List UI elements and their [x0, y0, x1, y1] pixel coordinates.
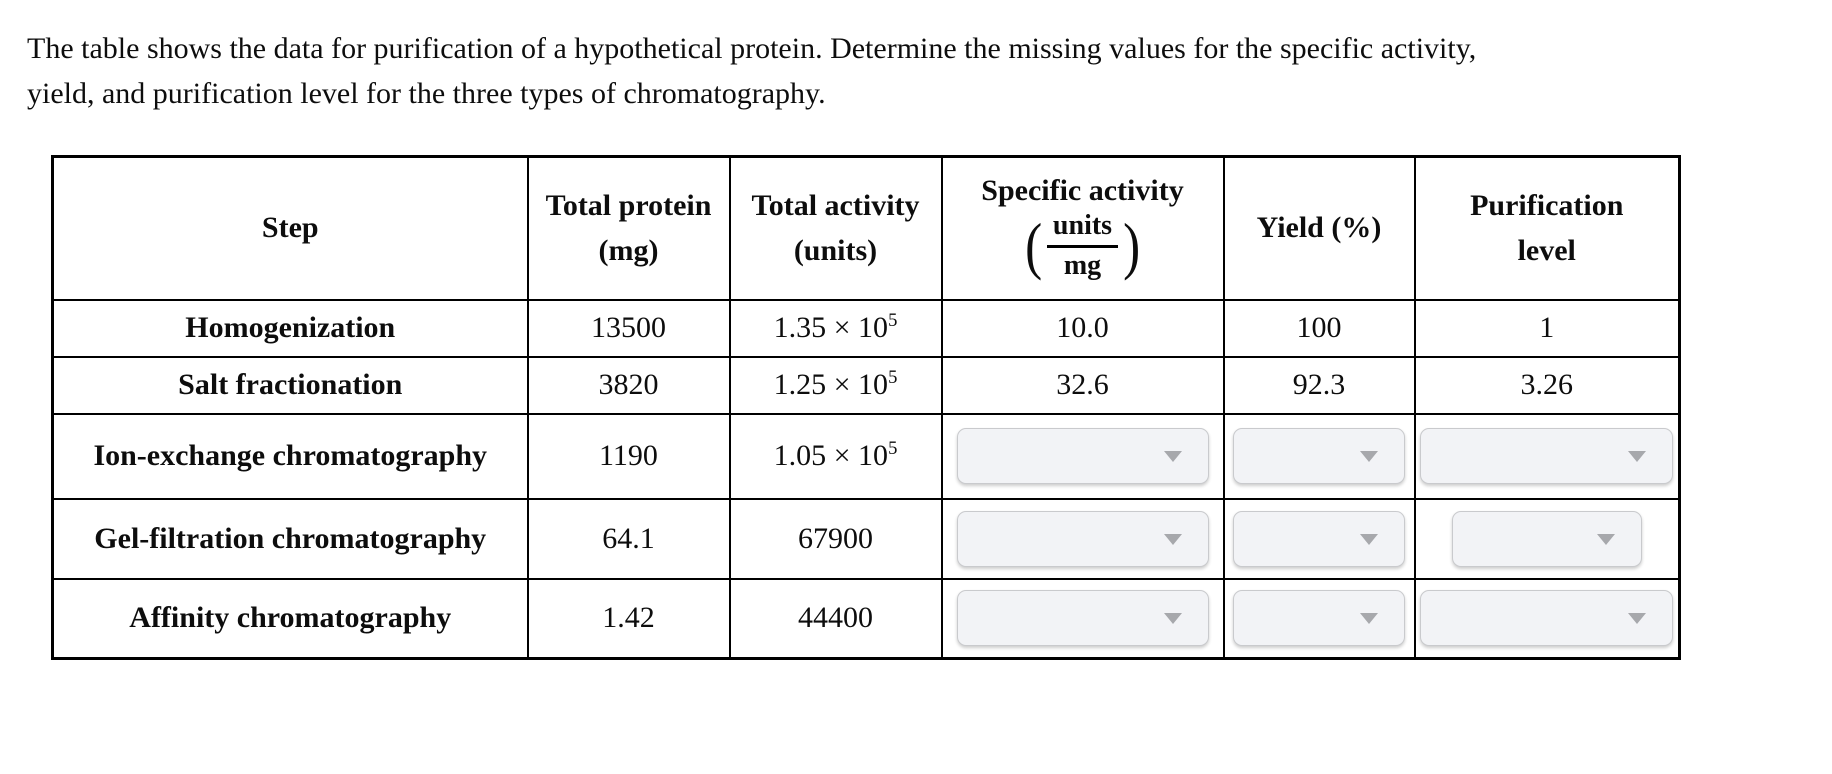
total-activity-base: 44400: [798, 601, 873, 635]
yield-value: 92.3: [1222, 355, 1416, 415]
table-header-row: Step Total protein (mg) Total activity (…: [51, 155, 1681, 301]
total-protein-value: 13500: [526, 298, 731, 358]
col-header-purification: Purification level: [1413, 155, 1681, 301]
specific-activity-fraction: ( units mg ): [1023, 210, 1143, 282]
question-text-line1: The table shows the data for purificatio…: [27, 32, 1477, 65]
specific-activity-cell: [940, 412, 1225, 500]
specific-activity-value: 10.0: [940, 298, 1225, 358]
total-activity-exponent: 5: [888, 438, 898, 459]
total-activity-unit: (units): [793, 233, 878, 267]
col-header-specific-activity: Specific activity ( units mg ): [940, 155, 1225, 301]
step-name: Affinity chromatography: [51, 577, 529, 660]
col-header-total-activity: Total activity (units): [728, 155, 943, 301]
purification-cell: [1413, 412, 1681, 500]
purification-level-dropdown[interactable]: [1451, 510, 1642, 567]
chevron-down-icon: [1596, 533, 1615, 545]
yield-value: 100: [1222, 298, 1416, 358]
yield-cell: [1222, 577, 1416, 660]
table-row: Affinity chromatography 1.42 44400: [51, 577, 1681, 660]
specific-activity-cell: [940, 497, 1225, 580]
total-activity-exponent: 5: [888, 367, 898, 388]
total-activity-base: 67900: [798, 521, 873, 555]
total-protein-unit: (mg): [598, 233, 659, 267]
chevron-down-icon: [1360, 533, 1378, 545]
yield-cell: [1222, 497, 1416, 580]
purification-level-dropdown[interactable]: [1420, 590, 1674, 647]
fraction-denominator: mg: [1063, 250, 1102, 282]
specific-activity-cell: [940, 577, 1225, 660]
specific-activity-value: 32.6: [940, 355, 1225, 415]
chevron-down-icon: [1163, 451, 1182, 462]
total-activity-value: 67900: [728, 497, 943, 580]
question-text-line2: yield, and purification level for the th…: [27, 77, 826, 110]
total-activity-base: 1.25 × 10: [773, 368, 889, 401]
step-name: Salt fractionation: [51, 355, 529, 415]
col-header-total-protein: Total protein (mg): [526, 155, 731, 301]
table-row: Homogenization 13500 1.35 × 105 10.0 100…: [51, 298, 1681, 358]
yield-label: Yield (%): [1256, 211, 1382, 245]
col-header-step-label: Step: [261, 211, 319, 245]
specific-activity-dropdown[interactable]: [956, 590, 1209, 647]
yield-dropdown[interactable]: [1233, 428, 1405, 484]
total-activity-exponent: 5: [888, 310, 898, 331]
table-row: Gel-filtration chromatography 64.1 67900: [51, 497, 1681, 580]
purification-cell: [1413, 497, 1681, 580]
purification-level-value: 3.26: [1413, 355, 1681, 415]
total-activity-value: 1.35 × 105: [728, 298, 943, 358]
total-protein-value: 3820: [526, 355, 731, 415]
step-name: Homogenization: [51, 298, 529, 358]
col-header-yield: Yield (%): [1222, 155, 1416, 301]
yield-dropdown[interactable]: [1233, 590, 1405, 647]
total-activity-base: 1.35 × 10: [773, 311, 889, 344]
chevron-down-icon: [1163, 533, 1182, 545]
chevron-down-icon: [1360, 451, 1378, 462]
specific-activity-label: Specific activity: [981, 174, 1184, 208]
purification-level-dropdown[interactable]: [1420, 428, 1674, 484]
total-activity-value: 1.25 × 105: [728, 355, 943, 415]
total-protein-value: 1.42: [526, 577, 731, 660]
table-row: Ion-exchange chromatography 1190 1.05 × …: [51, 412, 1681, 500]
col-header-step: Step: [51, 155, 529, 301]
total-activity-label: Total activity: [751, 188, 920, 222]
total-activity-value: 44400: [728, 577, 943, 660]
purification-level-value: 1: [1413, 298, 1681, 358]
chevron-down-icon: [1360, 613, 1378, 625]
purification-cell: [1413, 577, 1681, 660]
step-name: Gel-filtration chromatography: [51, 497, 529, 580]
question-text: The table shows the data for purificatio…: [27, 26, 1476, 116]
total-protein-value: 1190: [526, 412, 731, 500]
yield-dropdown[interactable]: [1233, 510, 1405, 567]
total-protein-label: Total protein: [545, 188, 712, 222]
step-name: Ion-exchange chromatography: [51, 412, 529, 500]
total-activity-base: 1.05 × 10: [773, 439, 889, 472]
purification-label: Purification: [1470, 188, 1624, 222]
right-paren: ): [1123, 210, 1141, 282]
specific-activity-dropdown[interactable]: [956, 510, 1209, 567]
total-protein-value: 64.1: [526, 497, 731, 580]
purification-table: Step Total protein (mg) Total activity (…: [51, 155, 1681, 660]
specific-activity-dropdown[interactable]: [956, 428, 1209, 484]
chevron-down-icon: [1628, 613, 1647, 625]
chevron-down-icon: [1628, 451, 1647, 462]
fraction-numerator: units: [1046, 210, 1119, 249]
total-activity-value: 1.05 × 105: [728, 412, 943, 500]
left-paren: (: [1024, 210, 1042, 282]
yield-cell: [1222, 412, 1416, 500]
table-row: Salt fractionation 3820 1.25 × 105 32.6 …: [51, 355, 1681, 415]
purification-label-line2: level: [1517, 233, 1576, 267]
chevron-down-icon: [1163, 613, 1182, 625]
